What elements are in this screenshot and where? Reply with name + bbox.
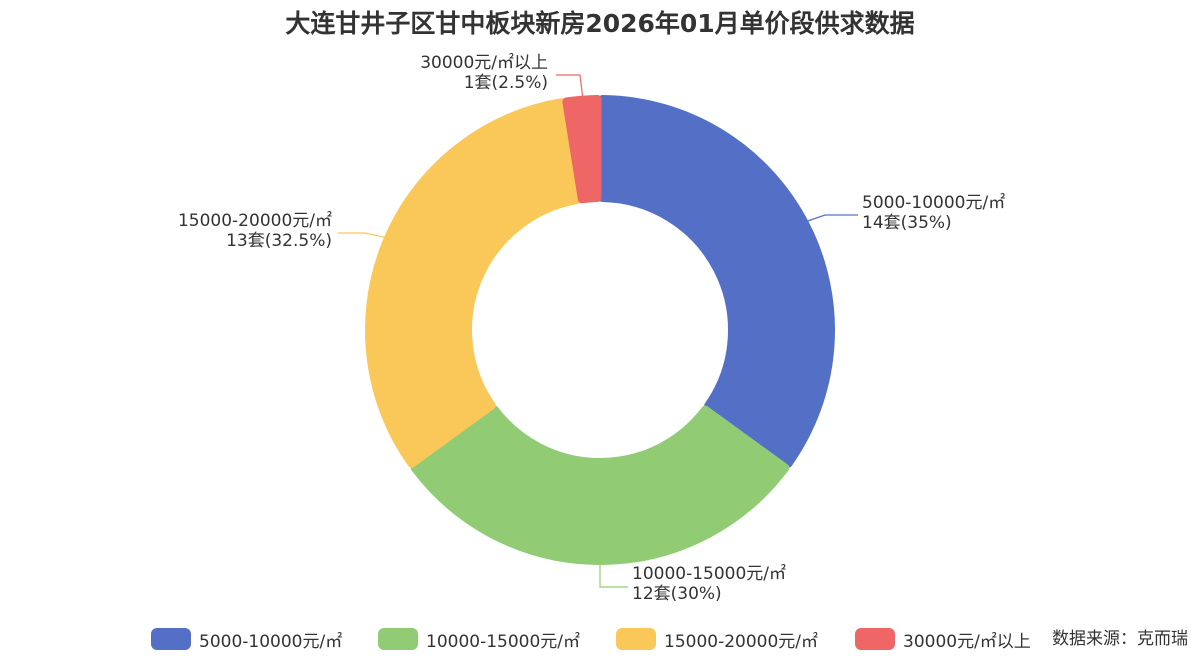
legend-swatch: [855, 628, 895, 650]
leader-line-30000-plus: [556, 74, 584, 101]
leader-line-10000-15000: [599, 562, 628, 588]
legend-label: 30000元/㎡以上: [903, 631, 1031, 652]
slice-label-30000-plus: 30000元/㎡以上 1套(2.5%): [420, 53, 548, 93]
legend-item-15000-20000[interactable]: 15000-20000元/㎡: [616, 628, 819, 652]
legend-label: 15000-20000元/㎡: [664, 631, 819, 652]
slice-label-category: 15000-20000元/㎡: [177, 211, 332, 231]
slice-label-category: 5000-10000元/㎡: [862, 193, 1006, 213]
chart-title: 大连甘井子区甘中板块新房2026年01月单价段供求数据: [285, 9, 915, 38]
slice-15000-20000[interactable]: [365, 98, 581, 468]
slice-5000-10000[interactable]: [598, 95, 835, 468]
data-source-note: 数据来源：克而瑞: [1052, 629, 1188, 649]
legend-swatch: [151, 628, 191, 650]
legend-item-5000-10000[interactable]: 5000-10000元/㎡: [151, 628, 343, 652]
slice-30000-plus[interactable]: [562, 95, 602, 204]
slice-label-count: 12套(30%): [632, 584, 722, 604]
slice-label-category: 30000元/㎡以上: [420, 53, 548, 73]
slice-label-count: 14套(35%): [862, 213, 952, 233]
legend-label: 5000-10000元/㎡: [199, 631, 343, 652]
leader-line-5000-10000: [804, 214, 858, 223]
legend-label: 10000-15000元/㎡: [426, 631, 581, 652]
slice-10000-15000[interactable]: [410, 405, 790, 565]
legend-swatch: [616, 628, 656, 650]
slice-label-15000-20000: 15000-20000元/㎡ 13套(32.5%): [178, 211, 332, 251]
slice-label-count: 13套(32.5%): [226, 231, 332, 251]
leader-line-15000-20000: [338, 232, 389, 239]
legend-item-10000-15000[interactable]: 10000-15000元/㎡: [378, 628, 581, 652]
slice-label-category: 10000-15000元/㎡: [632, 564, 787, 584]
legend-swatch: [378, 628, 418, 650]
slice-label-count: 1套(2.5%): [463, 73, 548, 93]
slice-label-10000-15000: 10000-15000元/㎡ 12套(30%): [632, 564, 786, 604]
slice-label-5000-10000: 5000-10000元/㎡ 14套(35%): [862, 193, 1005, 233]
legend-item-30000-plus[interactable]: 30000元/㎡以上: [855, 628, 1031, 652]
